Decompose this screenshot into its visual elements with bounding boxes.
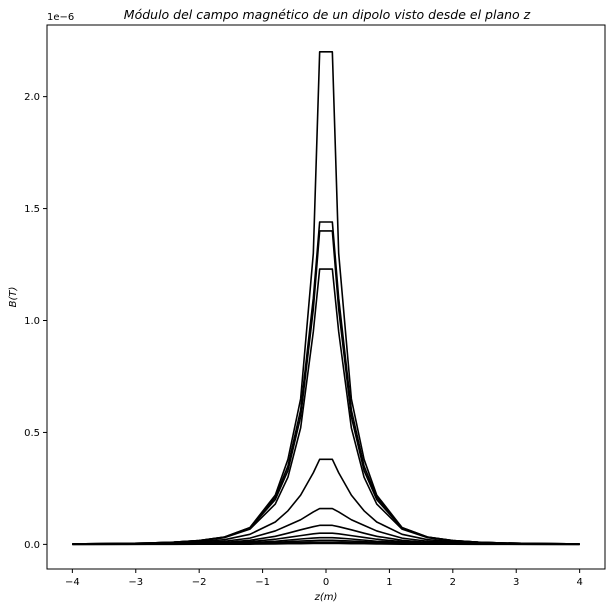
series-line-12 — [72, 542, 580, 546]
x-tick-label: 4 — [576, 577, 582, 588]
axis-ticks: −4 −3 −2 −1 0 1 2 3 4 0.0 0.5 1.0 1.5 2.0 — [24, 92, 583, 588]
y-tick-label: 1.0 — [24, 316, 40, 327]
x-tick-label: −1 — [255, 577, 270, 588]
series-lines — [72, 51, 580, 546]
y-tick-label: 0.5 — [24, 428, 40, 439]
y-axis-label: B(T) — [8, 287, 19, 308]
x-tick-label: 1 — [386, 577, 392, 588]
x-axis-label: z(m) — [314, 592, 338, 603]
x-tick-label: −3 — [128, 577, 143, 588]
y-tick-label: 1.5 — [24, 204, 40, 215]
plot-area-frame — [46, 24, 606, 570]
chart-title: Módulo del campo magnético de un dipolo … — [124, 7, 531, 22]
x-tick-label: 3 — [513, 577, 519, 588]
x-tick-label: −2 — [192, 577, 207, 588]
y-tick-label: 2.0 — [24, 92, 40, 103]
x-tick-label: 2 — [450, 577, 456, 588]
y-tick-label: 0.0 — [24, 540, 40, 551]
x-tick-label: −4 — [65, 577, 80, 588]
y-offset-label: 1e−6 — [47, 12, 74, 23]
x-tick-label: 0 — [323, 577, 329, 588]
